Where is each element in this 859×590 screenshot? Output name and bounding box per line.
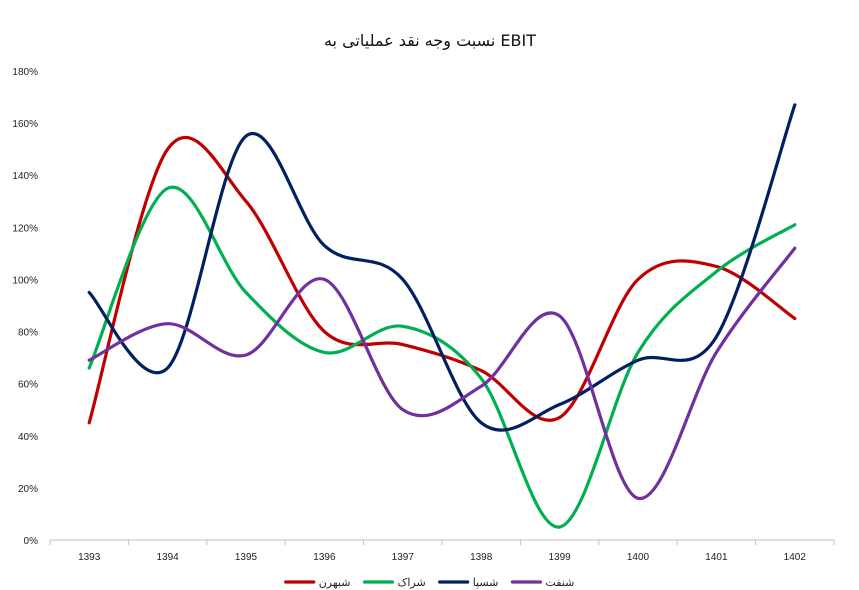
y-tick-label: 120% xyxy=(12,223,38,234)
y-tick-label: 80% xyxy=(18,328,38,339)
legend-label: شسپا xyxy=(473,576,499,589)
y-tick-label: 140% xyxy=(12,171,38,182)
legend-item-2: شراک xyxy=(362,576,426,589)
series-line-1 xyxy=(87,135,797,425)
x-tick-label: 1397 xyxy=(392,552,415,563)
x-tick-label: 1393 xyxy=(78,552,101,563)
series-line-3 xyxy=(87,103,797,432)
series-line-2 xyxy=(87,185,797,529)
x-tick-label: 1400 xyxy=(627,552,650,563)
y-tick-label: 40% xyxy=(18,432,38,443)
y-tick-label: 160% xyxy=(12,119,38,130)
y-axis-ticks: 0% 20% 40% 60% 80% 100% 120% 140% 160% 180% xyxy=(12,67,38,547)
legend-item-1: شبهرن xyxy=(284,576,351,589)
y-tick-label: 20% xyxy=(18,484,38,495)
y-tick-label: 0% xyxy=(24,536,39,547)
legend-item-3: شسپا xyxy=(438,576,499,589)
legend-label: شنفت xyxy=(545,576,574,589)
series-line-4 xyxy=(87,246,797,500)
x-tick-label: 1401 xyxy=(705,552,728,563)
x-tick-label: 1398 xyxy=(470,552,493,563)
series-layer xyxy=(87,103,797,529)
legend-label: شراک xyxy=(398,576,426,589)
legend-item-4: شنفت xyxy=(510,576,574,589)
x-axis-ticks: 1393 1394 1395 1396 1397 1398 1399 1400 1401 1402 xyxy=(49,540,835,563)
y-tick-label: 180% xyxy=(12,67,38,78)
x-tick-label: 1396 xyxy=(313,552,336,563)
x-tick-label: 1394 xyxy=(156,552,179,563)
legend: شبهرن شراک شسپا شنفت xyxy=(284,576,574,589)
legend-label: شبهرن xyxy=(319,576,351,589)
x-tick-label: 1399 xyxy=(548,552,571,563)
y-tick-label: 60% xyxy=(18,380,38,391)
x-tick-label: 1402 xyxy=(784,552,807,563)
y-tick-label: 100% xyxy=(12,275,38,286)
x-tick-label: 1395 xyxy=(235,552,258,563)
chart-title: نسبت وجه نقد عملیاتی به EBIT xyxy=(324,31,536,51)
